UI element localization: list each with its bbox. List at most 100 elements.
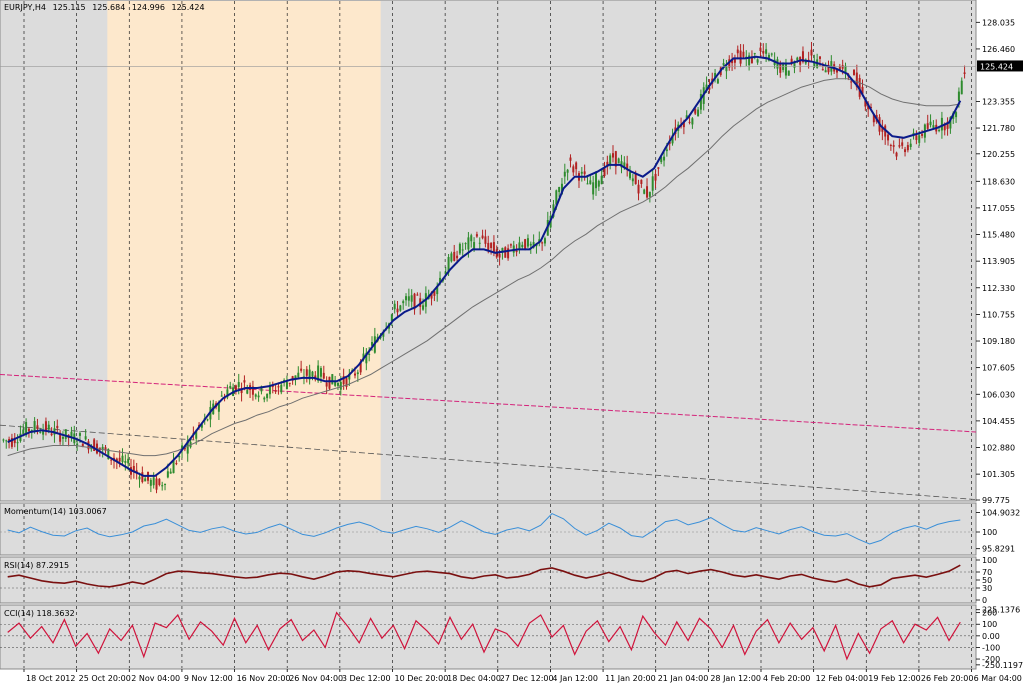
time-tick-label: 27 Dec 12:00: [500, 674, 554, 683]
candle-body: [918, 135, 921, 143]
candle-body: [30, 430, 33, 432]
candle-body: [904, 149, 907, 153]
candle-body: [453, 251, 456, 261]
candle-body: [365, 352, 368, 364]
candle-body: [731, 58, 734, 64]
candle-body: [461, 249, 464, 251]
candle-body: [569, 157, 572, 161]
candle-body: [246, 390, 249, 394]
candle-body: [835, 68, 838, 73]
price-tick-label: 117.055: [982, 204, 1015, 213]
price-tag: 125.424: [977, 60, 1023, 72]
candle-body: [765, 49, 768, 54]
candle-body: [382, 331, 385, 337]
candle-body: [756, 59, 759, 63]
candle-body: [705, 84, 708, 91]
candle-body: [960, 80, 963, 95]
candle-body: [220, 395, 223, 397]
price-tag-background: [977, 60, 1023, 72]
candle-body: [2, 439, 5, 441]
candle-body: [450, 253, 453, 262]
candle-body: [263, 397, 266, 400]
candle-body: [600, 175, 603, 185]
candle-body: [603, 167, 606, 177]
indicator-tick-label: 70: [982, 568, 992, 577]
candle-body: [750, 56, 753, 64]
candle-body: [844, 65, 847, 74]
candle-body: [257, 395, 260, 398]
candle-body: [240, 389, 243, 394]
time-tick-label: 11 Jan 20:00: [605, 674, 656, 683]
candle-body: [524, 239, 527, 249]
candle-body: [943, 123, 946, 131]
candle-body: [872, 114, 875, 123]
candle-body: [617, 158, 620, 164]
candle-body: [280, 384, 283, 393]
time-tick-label: 12 Feb 04:00: [816, 674, 868, 683]
candle-body: [810, 49, 813, 56]
candle-body: [926, 123, 929, 129]
candle-body: [183, 447, 186, 450]
candle-body: [779, 62, 782, 73]
candle-body: [821, 69, 824, 71]
candle-body: [175, 463, 178, 465]
candle-body: [824, 70, 827, 73]
candle-body: [938, 130, 941, 132]
candle-body: [592, 182, 595, 195]
cci-label: CCI(14) 118.3632: [4, 609, 75, 618]
candle-body: [957, 91, 960, 101]
candle-body: [784, 62, 787, 76]
candle-body: [620, 161, 623, 168]
time-tick-label: 4 Feb 20:00: [763, 674, 810, 683]
candle-body: [339, 381, 342, 390]
candle-body: [654, 173, 657, 181]
candle-body: [115, 458, 118, 462]
candle-body: [648, 191, 651, 197]
candle-body: [362, 353, 365, 360]
candle-body: [164, 483, 167, 485]
candle-body: [254, 394, 257, 397]
cci-grid: [0, 606, 976, 668]
candle-body: [433, 290, 436, 296]
candle-body: [78, 433, 81, 436]
candle-body: [226, 389, 229, 398]
candle-body: [623, 162, 626, 168]
fast-moving-average-line: [7, 55, 962, 477]
price-tick-label: 115.480: [982, 231, 1015, 240]
candle-body: [637, 184, 640, 194]
candle-body: [614, 151, 617, 167]
candle-body: [901, 142, 904, 146]
candle-body: [850, 81, 853, 83]
candle-body: [311, 371, 314, 377]
candle-body: [456, 255, 459, 259]
candle-body: [932, 125, 935, 128]
candle-body: [345, 378, 348, 387]
indicator-tick-label: -100: [982, 643, 1000, 652]
candle-body: [651, 176, 654, 191]
candle-body: [580, 171, 583, 174]
candle-body: [285, 381, 288, 389]
candle-body: [317, 365, 320, 381]
indicator-tick-label: -200: [982, 655, 1000, 664]
candle-body: [572, 166, 575, 173]
candle-body: [368, 353, 371, 355]
candle-body: [13, 437, 16, 444]
candle-body: [467, 237, 470, 250]
candle-body: [64, 429, 67, 439]
candle-body: [464, 243, 467, 245]
candle-body: [325, 382, 328, 387]
candle-body: [543, 238, 546, 244]
candle-body: [793, 63, 796, 68]
candle-body: [319, 368, 322, 377]
candle-body: [770, 53, 773, 55]
time-tick-label: 26 Nov 04:00: [289, 674, 343, 683]
candle-body: [475, 234, 478, 237]
candle-body: [158, 478, 161, 486]
candle-body: [118, 457, 121, 462]
candle-body: [575, 162, 578, 170]
time-tick-label: 9 Nov 12:00: [184, 674, 233, 683]
candle-body: [748, 55, 751, 66]
candle-body: [881, 126, 884, 132]
